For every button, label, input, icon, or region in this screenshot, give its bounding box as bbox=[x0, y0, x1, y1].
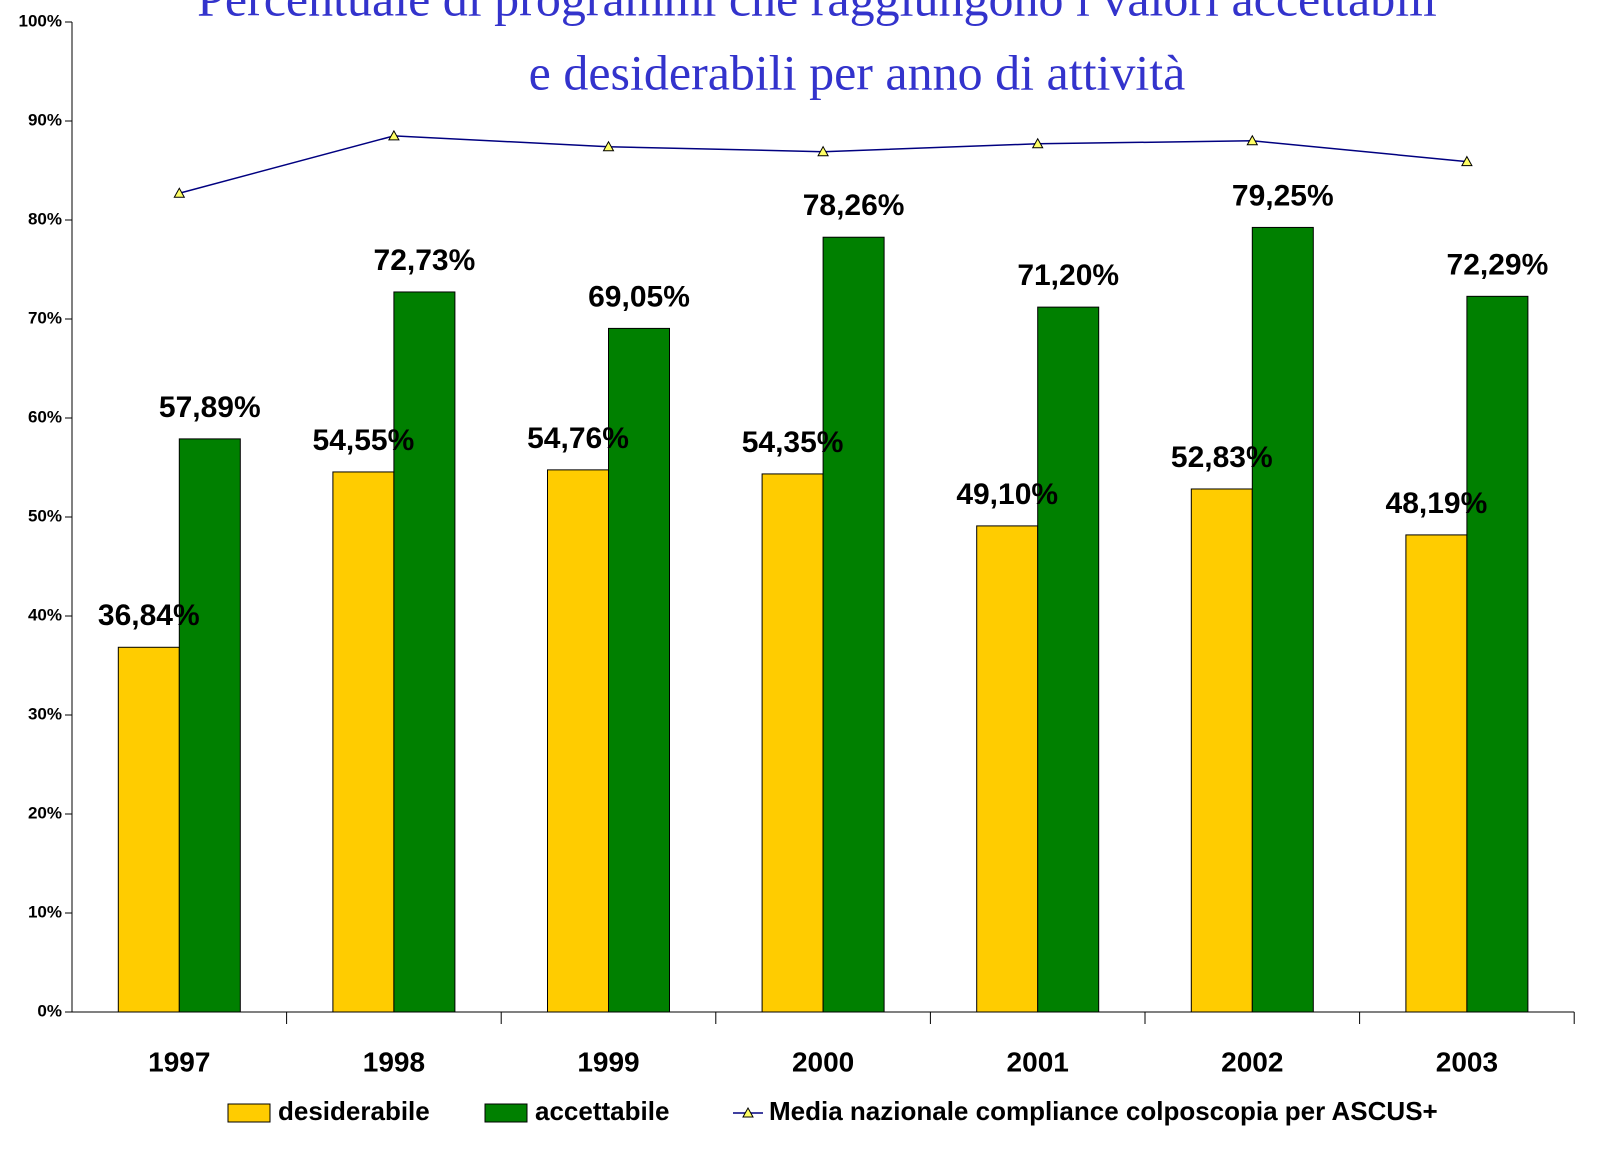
y-tick-label: 70% bbox=[28, 308, 62, 327]
data-label: 79,25% bbox=[1232, 179, 1334, 212]
bar bbox=[1251, 226, 1314, 1013]
legend-label: accettabile bbox=[535, 1096, 669, 1126]
y-tick-label: 40% bbox=[28, 605, 62, 624]
y-tick-label: 0% bbox=[37, 1001, 62, 1020]
bar bbox=[976, 525, 1039, 1013]
bar bbox=[608, 327, 670, 1013]
y-tick-label: 20% bbox=[28, 803, 62, 822]
bar bbox=[393, 291, 456, 1013]
x-tick-label: 1999 bbox=[577, 1046, 639, 1077]
legend-swatch bbox=[484, 1103, 528, 1123]
y-tick-label: 80% bbox=[28, 209, 62, 228]
data-label: 78,26% bbox=[803, 189, 905, 222]
data-label: 57,89% bbox=[159, 391, 261, 424]
line-marker bbox=[1461, 155, 1473, 167]
data-label: 49,10% bbox=[956, 478, 1058, 511]
bar bbox=[1466, 295, 1529, 1013]
y-tick-label: 60% bbox=[28, 407, 62, 426]
y-tick-label: 90% bbox=[28, 110, 62, 129]
bar bbox=[1190, 488, 1253, 1013]
data-label: 72,29% bbox=[1447, 248, 1549, 281]
bar bbox=[1405, 534, 1468, 1013]
bar bbox=[547, 469, 609, 1013]
x-tick-label: 2001 bbox=[1007, 1046, 1069, 1077]
legend-label: Media nazionale compliance colposcopia p… bbox=[769, 1096, 1438, 1126]
line-marker bbox=[173, 187, 186, 198]
legend-label: desiderabile bbox=[278, 1096, 430, 1126]
line-marker bbox=[1031, 137, 1044, 149]
x-tick-label: 2000 bbox=[792, 1046, 854, 1077]
chart-title: e desiderabili per anno di attività bbox=[529, 44, 1186, 100]
x-tick-label: 1997 bbox=[148, 1046, 210, 1077]
data-label: 54,55% bbox=[313, 424, 415, 457]
y-tick-label: 30% bbox=[28, 704, 62, 723]
data-label: 48,19% bbox=[1386, 487, 1488, 520]
chart-title: Percentuale di programmi che raggiungono… bbox=[197, 0, 1437, 26]
bar bbox=[332, 471, 395, 1013]
line-marker bbox=[1246, 134, 1259, 146]
bar bbox=[822, 236, 885, 1013]
y-tick-label: 50% bbox=[28, 506, 62, 525]
line-marker bbox=[602, 140, 615, 152]
data-label: 69,05% bbox=[588, 280, 690, 313]
data-label: 52,83% bbox=[1171, 441, 1273, 474]
data-label: 36,84% bbox=[98, 599, 200, 632]
y-tick-label: 10% bbox=[28, 902, 62, 921]
bar bbox=[1037, 306, 1100, 1013]
line-marker bbox=[388, 129, 400, 141]
data-label: 72,73% bbox=[374, 244, 476, 277]
x-tick-label: 2002 bbox=[1221, 1046, 1283, 1077]
bar bbox=[178, 438, 241, 1013]
legend-marker bbox=[742, 1106, 754, 1118]
bar bbox=[117, 646, 180, 1013]
x-tick-label: 2003 bbox=[1436, 1046, 1498, 1077]
line-marker bbox=[817, 145, 829, 157]
data-label: 54,76% bbox=[527, 422, 629, 455]
data-label: 71,20% bbox=[1017, 259, 1119, 292]
x-tick-label: 1998 bbox=[363, 1046, 425, 1077]
data-label: 54,35% bbox=[742, 426, 844, 459]
bar bbox=[761, 473, 824, 1013]
legend-swatch bbox=[227, 1103, 271, 1123]
y-tick-label: 100% bbox=[19, 11, 62, 30]
